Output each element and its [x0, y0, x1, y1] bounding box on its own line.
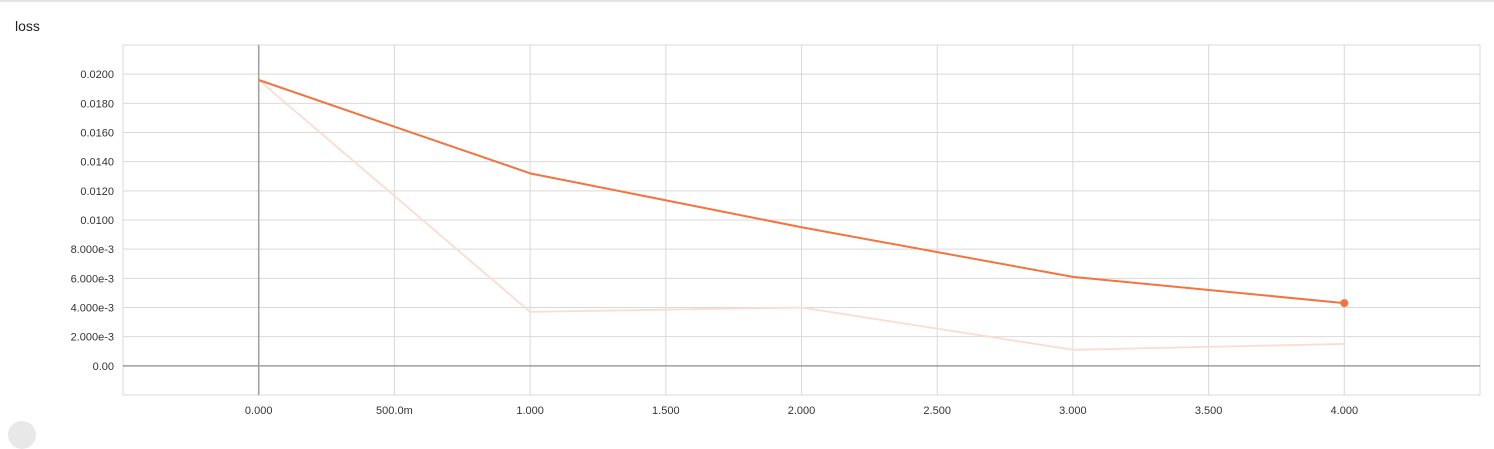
series-line-raw [258, 79, 1345, 351]
chart-title: loss [15, 18, 40, 34]
x-tick-label: 1.000 [516, 405, 544, 417]
card-top-border [0, 0, 1494, 2]
y-tick-label: 6.000e-3 [71, 273, 114, 285]
loss-chart[interactable]: 0.000 500.0m 1.000 1.500 2.000 2.500 3.000 3.50… [0, 0, 1494, 427]
series-layer [258, 79, 1349, 351]
tick-label-layer: 0.000 500.0m 1.000 1.500 2.000 2.500 3.000 3.50… [71, 69, 1359, 417]
axis-layer [123, 45, 1480, 395]
x-tick-label: 0.000 [245, 405, 273, 417]
y-tick-label: 0.0180 [80, 98, 114, 110]
y-tick-label: 0.0140 [80, 157, 114, 169]
grid-layer [122, 44, 1481, 396]
expand-button[interactable] [8, 421, 36, 449]
series-line-smoothed [258, 79, 1345, 305]
y-tick-label: 0.0120 [80, 186, 114, 198]
x-tick-label: 3.500 [1195, 405, 1223, 417]
x-tick-label: 2.000 [788, 405, 816, 417]
y-tick-label: 0.0160 [80, 128, 114, 140]
x-tick-label: 3.000 [1059, 405, 1087, 417]
y-tick-label: 4.000e-3 [71, 303, 114, 315]
y-tick-label: 0.00 [93, 361, 114, 373]
y-tick-label: 8.000e-3 [71, 244, 114, 256]
x-tick-label: 4.000 [1331, 405, 1359, 417]
x-tick-label: 500.0m [376, 405, 413, 417]
x-tick-label: 1.500 [652, 405, 680, 417]
y-tick-label: 0.0200 [80, 69, 114, 81]
last-point-marker [1340, 299, 1349, 308]
y-tick-label: 0.0100 [80, 215, 114, 227]
y-tick-label: 2.000e-3 [71, 332, 114, 344]
x-tick-label: 2.500 [923, 405, 951, 417]
